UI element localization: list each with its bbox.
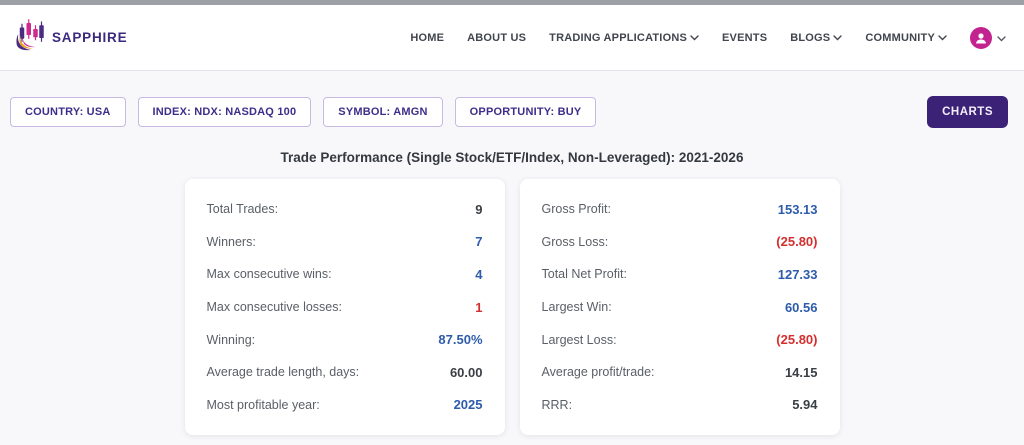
stat-row-max-consecutive-wins: Max consecutive wins: 4 [207, 258, 483, 291]
stat-label: Largest Win: [541, 300, 612, 315]
filter-chip-country[interactable]: COUNTRY: USA [10, 97, 126, 127]
stat-label: Largest Loss: [541, 332, 617, 347]
chevron-down-icon [690, 32, 699, 44]
stat-label: Average trade length, days: [206, 365, 360, 380]
nav-item-events[interactable]: EVENTS [722, 32, 767, 44]
nav-label: HOME [410, 31, 445, 44]
page-title: Trade Performance (Single Stock/ETF/Inde… [280, 150, 744, 165]
stat-row-winners: Winners: 7 [207, 226, 483, 259]
stat-row-total-trades: Total Trades: 9 [207, 193, 483, 226]
stat-row-largest-win: Largest Win: 60.56 [542, 291, 818, 324]
candlestick-chart-icon [16, 16, 46, 59]
stat-row-total-net-profit: Total Net Profit: 127.33 [542, 258, 818, 291]
stat-value: 14.15 [784, 364, 818, 380]
user-menu[interactable] [970, 26, 1006, 49]
nav-item-about-us[interactable]: ABOUT US [467, 32, 526, 44]
stat-label: Gross Loss: [541, 234, 609, 249]
stat-row-max-consecutive-losses: Max consecutive losses: 1 [207, 291, 483, 324]
stat-value: 127.33 [777, 266, 818, 282]
chevron-down-icon [997, 29, 1006, 47]
stat-label: Total Net Profit: [541, 267, 627, 282]
stat-label: Total Trades: [206, 202, 279, 217]
nav-item-home[interactable]: HOME [410, 32, 444, 44]
stat-value: 60.00 [449, 364, 483, 380]
nav-item-blogs[interactable]: BLOGS [790, 31, 843, 44]
stat-row-most-profitable-year: Most profitable year: 2025 [207, 389, 483, 422]
stat-value: 2025 [453, 397, 483, 413]
stat-row-winning: Winning: 87.50% [207, 323, 483, 356]
stat-row-rrr: RRR: 5.94 [542, 389, 818, 422]
stat-label: Max consecutive wins: [206, 267, 332, 282]
stat-value: 9 [475, 201, 483, 217]
trade-stats-card: Total Trades: 9 Winners: 7 Max consecuti… [184, 179, 505, 436]
stat-value: (25.80) [776, 234, 818, 250]
stat-row-largest-loss: Largest Loss: (25.80) [542, 323, 818, 356]
nav-label: COMMUNITY [865, 31, 935, 44]
stat-label: Winners: [206, 234, 256, 249]
stat-label: Gross Profit: [541, 202, 611, 217]
top-strip [0, 0, 1024, 5]
filter-chip-index[interactable]: INDEX: NDX: NASDAQ 100 [137, 97, 312, 127]
stat-value: (25.80) [776, 332, 818, 348]
profit-stats-card: Gross Profit: 153.13 Gross Loss: (25.80)… [519, 179, 840, 436]
stat-value: 153.13 [777, 201, 818, 217]
user-avatar-icon[interactable] [970, 26, 992, 49]
charts-button[interactable]: CHARTS [927, 96, 1008, 128]
stat-value: 87.50% [438, 332, 483, 348]
nav-label: EVENTS [722, 31, 768, 44]
filter-chip-symbol[interactable]: SYMBOL: AMGN [323, 97, 443, 127]
stat-value: 60.56 [784, 299, 818, 315]
stat-value: 4 [475, 266, 483, 282]
stat-value: 5.94 [792, 397, 818, 413]
stat-row-gross-profit: Gross Profit: 153.13 [542, 193, 818, 226]
stats-cards: Total Trades: 9 Winners: 7 Max consecuti… [0, 179, 1024, 436]
stat-label: RRR: [541, 397, 573, 412]
nav-label: TRADING APPLICATIONS [549, 31, 688, 44]
site-header: SAPPHIRE HOME ABOUT US TRADING APPLICATI… [0, 5, 1024, 71]
stat-row-average-profit-per-trade: Average profit/trade: 14.15 [542, 356, 818, 389]
stat-label: Most profitable year: [206, 397, 320, 412]
nav-label: ABOUT US [467, 31, 527, 44]
brand-logo[interactable]: SAPPHIRE [16, 16, 127, 59]
nav-label: BLOGS [790, 31, 831, 44]
stat-label: Winning: [206, 332, 256, 347]
stat-label: Average profit/trade: [541, 365, 655, 380]
brand-name: SAPPHIRE [52, 30, 128, 45]
main-nav: HOME ABOUT US TRADING APPLICATIONS EVENT… [410, 26, 1006, 49]
stat-row-gross-loss: Gross Loss: (25.80) [542, 226, 818, 259]
filters-toolbar: COUNTRY: USA INDEX: NDX: NASDAQ 100 SYMB… [0, 96, 1024, 128]
chevron-down-icon [938, 32, 947, 44]
chevron-down-icon [833, 32, 843, 44]
stat-row-average-trade-length: Average trade length, days: 60.00 [207, 356, 483, 389]
nav-item-trading-applications[interactable]: TRADING APPLICATIONS [549, 32, 699, 44]
stat-value: 1 [475, 299, 483, 315]
nav-item-community[interactable]: COMMUNITY [865, 32, 947, 44]
stat-label: Max consecutive losses: [206, 300, 342, 315]
stat-value: 7 [475, 234, 483, 250]
filter-chip-opportunity[interactable]: OPPORTUNITY: BUY [454, 97, 597, 127]
